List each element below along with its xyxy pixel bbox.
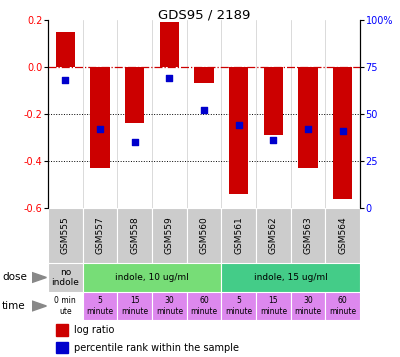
Bar [291,208,325,263]
Text: 5
minute: 5 minute [86,296,114,316]
Text: GSM557: GSM557 [96,217,104,255]
Point [236,122,242,128]
Point [270,137,276,143]
Text: GSM564: GSM564 [338,217,347,254]
Text: dose: dose [2,272,27,282]
Polygon shape [32,272,46,282]
Bar [48,208,83,263]
Text: GSM555: GSM555 [61,217,70,255]
Point [305,126,311,132]
Text: no
indole: no indole [51,268,79,287]
Bar [333,67,352,198]
Bar [83,263,221,292]
Text: GDS95 / 2189: GDS95 / 2189 [158,8,250,21]
Point [97,126,103,132]
Bar [291,292,325,320]
Text: 30
minute: 30 minute [294,296,322,316]
Text: GSM561: GSM561 [234,217,243,255]
Bar [221,263,360,292]
Bar [152,208,187,263]
Text: 0 min
ute: 0 min ute [54,296,76,316]
Text: 5
minute: 5 minute [225,296,252,316]
Bar [125,67,144,124]
Text: GSM560: GSM560 [200,217,208,255]
Bar [194,67,214,84]
Bar [187,208,221,263]
Bar [83,292,117,320]
Bar [256,292,291,320]
Bar [90,67,110,168]
Point [132,139,138,145]
Text: time: time [2,301,26,311]
Bar [325,292,360,320]
Bar [221,292,256,320]
Point [166,75,172,81]
Bar [117,292,152,320]
Bar [83,208,117,263]
Bar [221,208,256,263]
Text: GSM558: GSM558 [130,217,139,255]
Text: 15
minute: 15 minute [260,296,287,316]
Bar [117,208,152,263]
Bar [325,208,360,263]
Text: 30
minute: 30 minute [156,296,183,316]
Text: 60
minute: 60 minute [329,296,356,316]
Bar [256,208,291,263]
Text: indole, 10 ug/ml: indole, 10 ug/ml [115,273,189,282]
Bar [152,292,187,320]
Bar [187,292,221,320]
Bar [48,263,83,292]
Point [340,128,346,134]
Text: GSM563: GSM563 [304,217,312,255]
Text: percentile rank within the sample: percentile rank within the sample [74,343,239,353]
Text: GSM562: GSM562 [269,217,278,254]
Bar [264,67,283,135]
Polygon shape [32,301,46,311]
Bar [160,22,179,67]
Bar [56,342,68,353]
Text: 15
minute: 15 minute [121,296,148,316]
Bar [229,67,248,194]
Point [201,107,207,113]
Text: 60
minute: 60 minute [190,296,218,316]
Text: GSM559: GSM559 [165,217,174,255]
Text: indole, 15 ug/ml: indole, 15 ug/ml [254,273,328,282]
Text: log ratio: log ratio [74,325,114,335]
Bar [56,32,75,67]
Bar [48,292,83,320]
Point [62,77,68,83]
Bar [56,325,68,336]
Bar [298,67,318,168]
